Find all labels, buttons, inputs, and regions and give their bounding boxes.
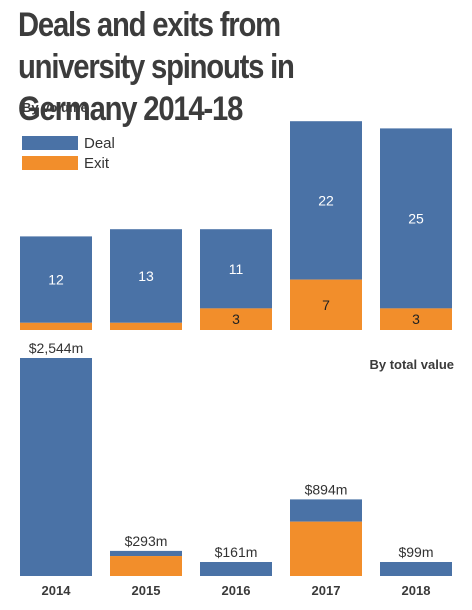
value-deal-bar-2014 xyxy=(20,358,92,576)
x-tick-label-2017: 2017 xyxy=(312,583,341,598)
legend-label-exit: Exit xyxy=(84,154,110,172)
volume-deal-label-2014: 12 xyxy=(48,272,64,288)
volume-exit-bar-2015 xyxy=(110,322,182,330)
value-total-label-2017: $894m xyxy=(305,481,348,497)
value-deal-bar-2017 xyxy=(290,499,362,522)
volume-panel-label: By volume xyxy=(22,100,88,115)
value-deal-bar-2018 xyxy=(380,562,452,576)
value-total-label-2015: $293m xyxy=(125,533,168,549)
volume-exit-bar-2016 xyxy=(200,308,272,330)
value-total-label-2016: $161m xyxy=(215,544,258,560)
legend-swatch-exit xyxy=(22,156,78,170)
legend-swatch-deal xyxy=(22,136,78,150)
legend: Deal Exit xyxy=(22,134,115,174)
volume-exit-label-2017: 7 xyxy=(322,297,330,313)
value-exit-bar-2015 xyxy=(110,556,182,576)
volume-deal-bar-2017 xyxy=(290,121,362,280)
x-tick-label-2014: 2014 xyxy=(42,583,72,598)
volume-exit-bar-2018 xyxy=(380,308,452,330)
value-total-label-2014: $2,544m xyxy=(29,340,83,356)
volume-exit-label-2018: 3 xyxy=(412,311,420,327)
volume-deal-bar-2015 xyxy=(110,229,182,323)
x-tick-label-2016: 2016 xyxy=(222,583,251,598)
volume-exit-bar-2017 xyxy=(290,279,362,330)
volume-deal-label-2016: 11 xyxy=(229,261,244,277)
chart-title: Deals and exits from university spinouts… xyxy=(18,6,295,128)
volume-deal-bar-2016 xyxy=(200,229,272,309)
legend-item-deal: Deal xyxy=(22,134,115,152)
volume-deal-bar-2018 xyxy=(380,128,452,309)
volume-deal-label-2015: 13 xyxy=(138,268,154,284)
x-tick-label-2018: 2018 xyxy=(402,583,431,598)
value-total-label-2018: $99m xyxy=(398,544,433,560)
volume-exit-bar-2014 xyxy=(20,322,92,330)
value-deal-bar-2016 xyxy=(200,562,272,576)
volume-exit-label-2016: 3 xyxy=(232,311,240,327)
value-panel-label: By total value xyxy=(369,357,454,372)
volume-deal-label-2017: 22 xyxy=(318,192,334,208)
value-exit-bar-2017 xyxy=(290,521,362,576)
volume-deal-label-2018: 25 xyxy=(408,210,424,226)
x-tick-label-2015: 2015 xyxy=(132,583,161,598)
volume-deal-bar-2014 xyxy=(20,236,92,323)
value-deal-bar-2015 xyxy=(110,550,182,557)
legend-item-exit: Exit xyxy=(22,154,115,172)
legend-label-deal: Deal xyxy=(84,134,115,152)
